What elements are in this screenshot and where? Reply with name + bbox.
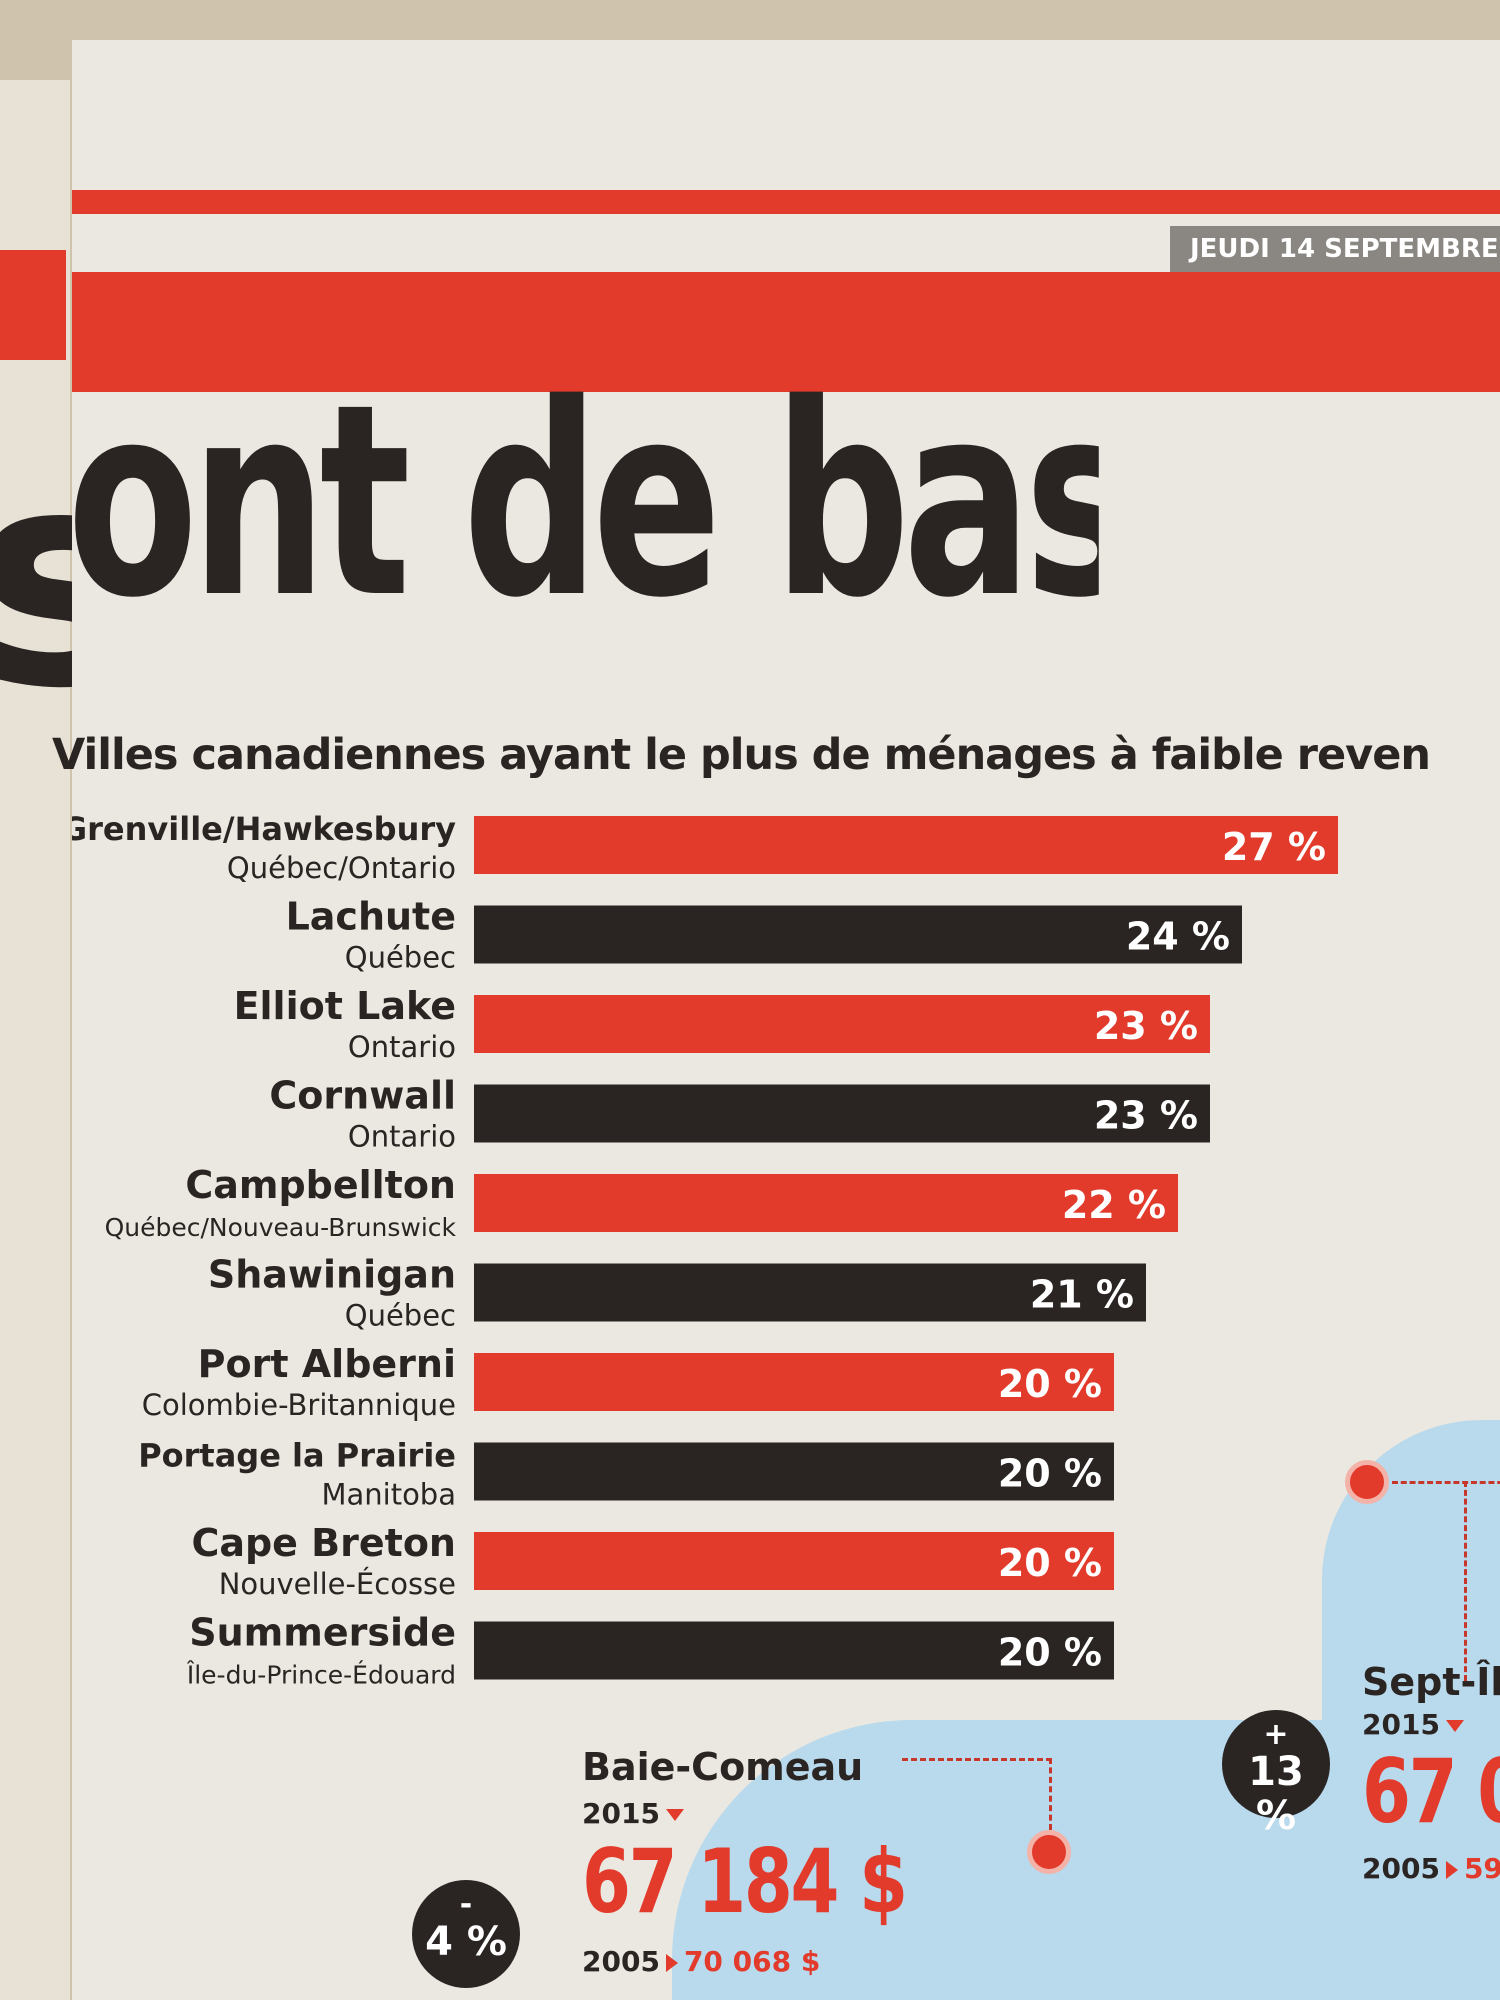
bar-value-label-7: 20 %: [998, 1452, 1102, 1496]
headline-red-band: [72, 272, 1500, 392]
baie-comeau-prev-year: 2005: [582, 1945, 660, 1978]
sept-iles-prev: 2005 59: [1362, 1852, 1500, 1885]
date-tab: JEUDI 14 SEPTEMBRE 2: [1170, 226, 1500, 272]
bar-8: [474, 1532, 1114, 1590]
bar-value-label-6: 20 %: [998, 1362, 1102, 1406]
chart-title: Villes canadiennes ayant le plus de ména…: [52, 730, 1431, 780]
baie-comeau-prev: 2005 70 068 $: [582, 1945, 820, 1978]
baie-comeau-change: 4 %: [425, 1919, 507, 1965]
sept-iles-pin: [1345, 1460, 1389, 1504]
newspaper-page: JEUDI 14 SEPTEMBRE 2 ont de bas reven Vi…: [52, 40, 1500, 2000]
region-label-7: Manitoba: [321, 1478, 456, 1512]
category-label-2: Elliot Lake: [234, 984, 456, 1028]
bar-1: [474, 905, 1242, 964]
category-label-9: Summerside: [189, 1611, 456, 1655]
region-label-6: Colombie-Britannique: [142, 1388, 456, 1422]
category-label-0: Grenville/Hawkesbury: [72, 810, 456, 848]
adjacent-red-strip: [0, 250, 66, 360]
sept-iles-change-sign: +: [1263, 1717, 1289, 1752]
sept-iles-year-value: 2015: [1362, 1708, 1440, 1741]
down-triangle-icon: [665, 1809, 684, 1821]
category-label-1: Lachute: [286, 895, 456, 939]
region-label-4: Québec/Nouveau-Brunswick: [105, 1213, 457, 1242]
bar-2: [474, 995, 1210, 1053]
bar-value-label-3: 23 %: [1094, 1094, 1198, 1138]
headline: ont de bas reven: [67, 370, 1099, 635]
category-label-4: Campbellton: [185, 1163, 456, 1207]
bar-value-label-5: 21 %: [1030, 1273, 1134, 1317]
bar-9: [474, 1621, 1114, 1680]
sept-iles-income: 67 0: [1362, 1740, 1500, 1843]
bar-0: [474, 816, 1338, 874]
sept-iles-leader-v: [1464, 1481, 1467, 1681]
category-label-3: Cornwall: [269, 1074, 456, 1118]
sept-iles-change-badge: + 13 %: [1222, 1710, 1330, 1838]
region-label-8: Nouvelle-Écosse: [219, 1567, 456, 1601]
region-label-0: Québec/Ontario: [227, 851, 456, 885]
bar-value-label-0: 27 %: [1222, 825, 1326, 869]
baie-comeau-name: Baie-Comeau: [582, 1745, 864, 1789]
baie-comeau-income: 67 184 $: [582, 1830, 908, 1933]
region-label-2: Ontario: [348, 1030, 456, 1064]
bar-5: [474, 1263, 1146, 1322]
sept-iles-prev-value: 59: [1463, 1852, 1500, 1885]
region-label-9: Île-du-Prince-Édouard: [186, 1661, 456, 1690]
region-label-5: Québec: [345, 1299, 456, 1333]
category-label-8: Cape Breton: [191, 1521, 456, 1565]
map-water: [672, 1720, 1500, 2000]
bar-7: [474, 1442, 1114, 1501]
baie-comeau-change-sign: -: [459, 1887, 473, 1922]
sept-iles-leader-h: [1392, 1481, 1500, 1484]
adjacent-page: s: [0, 80, 151, 2000]
bar-value-label-2: 23 %: [1094, 1004, 1198, 1048]
baie-comeau-year-value: 2015: [582, 1797, 660, 1830]
baie-comeau-pin: [1027, 1830, 1071, 1874]
bar-3: [474, 1084, 1210, 1143]
category-label-5: Shawinigan: [208, 1253, 456, 1297]
sept-iles-change: 13 %: [1248, 1749, 1304, 1839]
baie-comeau-change-badge: - 4 %: [412, 1880, 520, 1988]
baie-comeau-year: 2015: [582, 1797, 684, 1830]
sept-iles-prev-year: 2005: [1362, 1852, 1440, 1885]
region-label-1: Québec: [345, 941, 456, 975]
bar-value-label-8: 20 %: [998, 1541, 1102, 1585]
sept-iles-year: 2015: [1362, 1708, 1464, 1741]
baie-comeau-leader-v: [1049, 1758, 1052, 1830]
category-label-6: Port Alberni: [198, 1342, 456, 1386]
down-triangle-icon: [1445, 1720, 1464, 1732]
category-label-7: Portage la Prairie: [138, 1437, 456, 1475]
top-red-band: [72, 190, 1500, 214]
right-triangle-icon: [1445, 1861, 1458, 1879]
sept-iles-name: Sept-Île: [1362, 1660, 1500, 1704]
baie-comeau-prev-value: 70 068 $: [683, 1945, 821, 1978]
right-triangle-icon: [665, 1954, 678, 1972]
region-label-3: Ontario: [348, 1120, 456, 1154]
bar-4: [474, 1174, 1178, 1232]
bar-value-label-4: 22 %: [1062, 1183, 1166, 1227]
bar-value-label-1: 24 %: [1126, 915, 1230, 959]
baie-comeau-leader-h: [902, 1758, 1052, 1761]
bar-6: [474, 1353, 1114, 1411]
bar-value-label-9: 20 %: [998, 1631, 1102, 1675]
